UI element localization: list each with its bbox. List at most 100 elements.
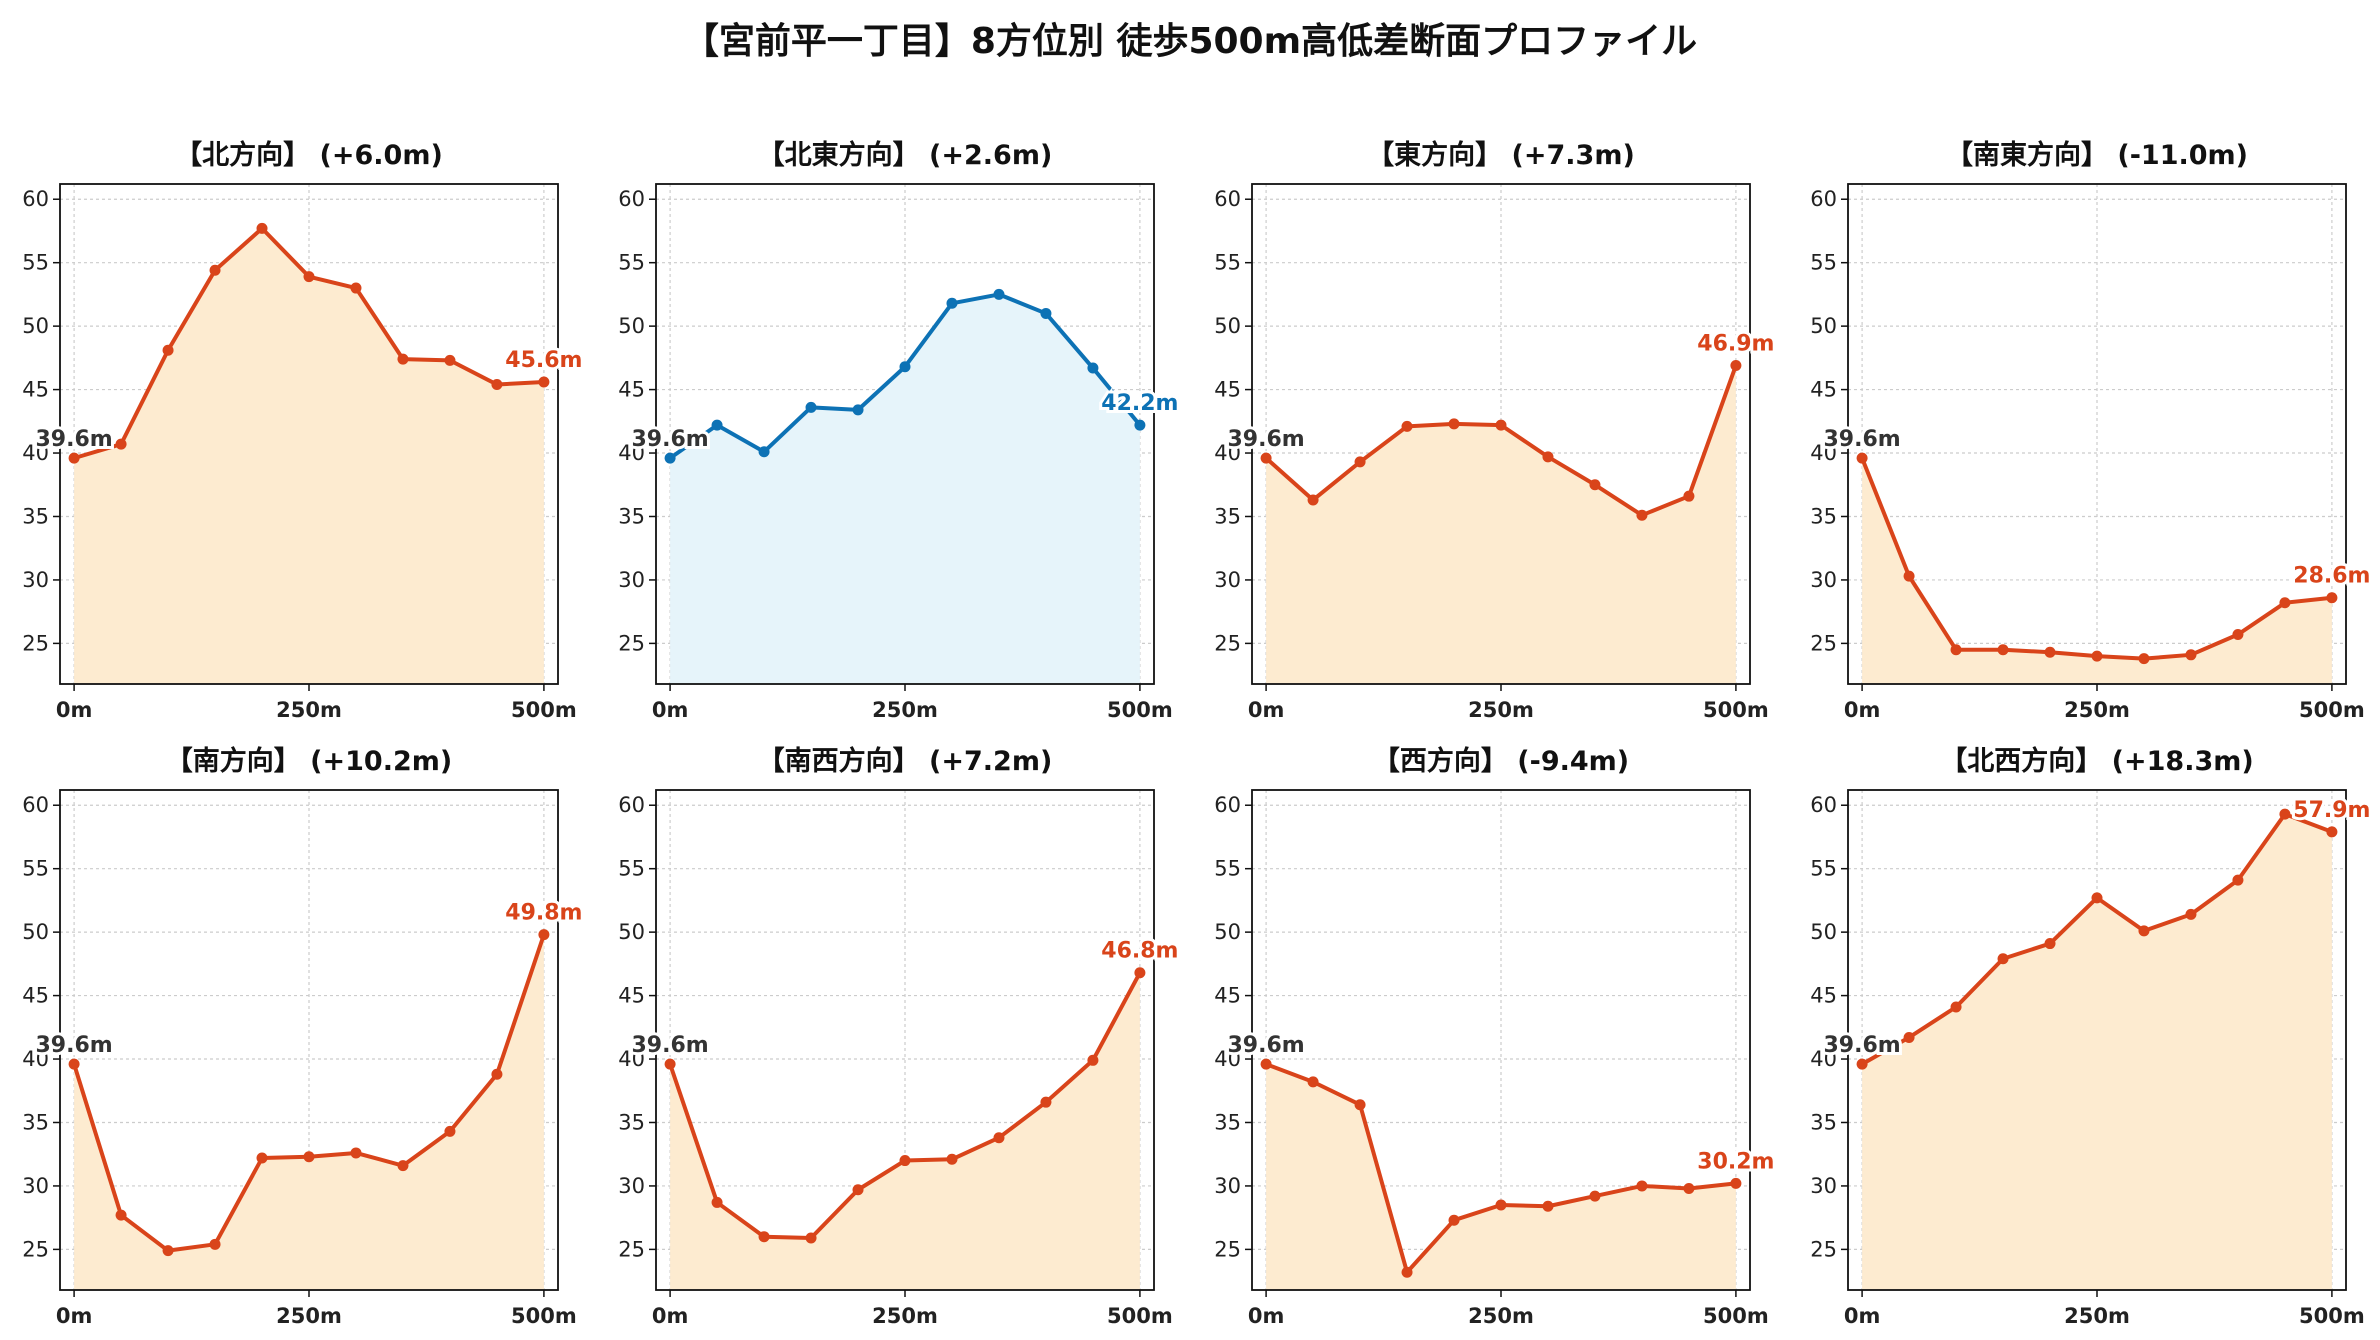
elevation-point <box>1683 490 1695 502</box>
elevation-point <box>805 401 817 413</box>
y-tick-label: 40 <box>22 1047 49 1071</box>
y-tick-label: 40 <box>1214 441 1241 465</box>
elevation-point <box>209 264 221 276</box>
elevation-point <box>256 222 268 234</box>
elevation-point <box>993 288 1005 300</box>
elevation-point <box>711 419 723 431</box>
elevation-point <box>1903 1031 1915 1043</box>
elevation-point <box>1856 452 1868 464</box>
panel-title: 【南方向】 (+10.2m) <box>166 745 452 777</box>
y-tick-label: 55 <box>22 251 49 275</box>
y-tick-label: 45 <box>1810 378 1837 402</box>
x-tick-label: 500m <box>2299 698 2365 722</box>
elevation-point <box>852 1184 864 1196</box>
y-tick-label: 60 <box>1810 187 1837 211</box>
elevation-point <box>444 1125 456 1137</box>
x-tick-label: 250m <box>276 698 342 722</box>
elevation-point <box>1260 452 1272 464</box>
elevation-point <box>397 353 409 365</box>
elevation-point <box>1087 1054 1099 1066</box>
elevation-area <box>670 294 1140 684</box>
y-tick-label: 45 <box>1810 984 1837 1008</box>
elevation-point <box>805 1232 817 1244</box>
elevation-point <box>1307 1076 1319 1088</box>
y-tick-label: 60 <box>618 793 645 817</box>
elevation-point <box>68 1058 80 1070</box>
y-tick-label: 60 <box>1214 793 1241 817</box>
end-elevation-label: 42.2m <box>1101 391 1178 416</box>
elevation-point <box>758 446 770 458</box>
y-tick-label: 30 <box>618 1174 645 1198</box>
elevation-point <box>209 1238 221 1250</box>
elevation-point <box>2326 592 2338 604</box>
x-tick-label: 250m <box>1468 1304 1534 1328</box>
y-tick-label: 50 <box>1214 920 1241 944</box>
elevation-point <box>350 282 362 294</box>
elevation-point <box>2091 650 2103 662</box>
y-tick-label: 40 <box>618 441 645 465</box>
start-elevation-label: 39.6m <box>35 427 112 452</box>
panel-title: 【北西方向】 (+18.3m) <box>1940 745 2253 777</box>
panel-title: 【北方向】 (+6.0m) <box>175 139 443 171</box>
y-tick-label: 25 <box>1214 631 1241 655</box>
elevation-point <box>303 271 315 283</box>
profile-panel: 【南東方向】 (-11.0m) 25 30 35 40 45 50 55 60 0m 250m 500… <box>1810 139 2373 722</box>
y-tick-label: 30 <box>618 568 645 592</box>
start-elevation-label: 39.6m <box>631 427 708 452</box>
y-tick-label: 50 <box>618 314 645 338</box>
end-elevation-label: 30.2m <box>1697 1149 1774 1174</box>
start-elevation-label: 39.6m <box>1227 1033 1304 1058</box>
end-elevation-label: 49.8m <box>505 901 582 926</box>
x-tick-label: 250m <box>2064 698 2130 722</box>
y-tick-label: 35 <box>618 504 645 528</box>
y-tick-label: 55 <box>22 857 49 881</box>
elevation-area <box>74 228 544 684</box>
start-elevation-label: 39.6m <box>631 1033 708 1058</box>
elevation-point <box>1542 451 1554 463</box>
elevation-point <box>946 297 958 309</box>
y-tick-label: 30 <box>22 568 49 592</box>
x-tick-label: 500m <box>511 1304 577 1328</box>
x-tick-label: 0m <box>1844 1304 1881 1328</box>
profile-panel: 【南西方向】 (+7.2m) 25 30 35 40 45 50 55 60 0m 250m 500m… <box>618 745 1181 1328</box>
elevation-point <box>1495 1199 1507 1211</box>
panel-title: 【北東方向】 (+2.6m) <box>758 139 1053 171</box>
elevation-point <box>1903 570 1915 582</box>
elevation-point <box>2232 874 2244 886</box>
elevation-point <box>1448 418 1460 430</box>
x-tick-label: 250m <box>276 1304 342 1328</box>
y-tick-label: 25 <box>22 631 49 655</box>
end-elevation-label: 45.6m <box>505 348 582 373</box>
y-tick-label: 45 <box>22 378 49 402</box>
elevation-area <box>670 972 1140 1290</box>
y-tick-label: 30 <box>1214 1174 1241 1198</box>
profile-panel: 【南方向】 (+10.2m) 25 30 35 40 45 50 55 60 0m 250m 500m… <box>22 745 585 1328</box>
y-tick-label: 45 <box>1214 378 1241 402</box>
y-tick-label: 50 <box>1810 314 1837 338</box>
y-tick-label: 55 <box>1214 251 1241 275</box>
elevation-point <box>1589 1190 1601 1202</box>
elevation-point <box>899 361 911 373</box>
elevation-point <box>1636 1180 1648 1192</box>
x-tick-label: 0m <box>652 698 689 722</box>
y-tick-label: 25 <box>618 1237 645 1261</box>
y-tick-label: 25 <box>1810 631 1837 655</box>
elevation-point <box>256 1152 268 1164</box>
elevation-point <box>1730 359 1742 371</box>
elevation-area <box>1862 458 2332 684</box>
elevation-point <box>2326 826 2338 838</box>
profile-panel: 【北方向】 (+6.0m) 25 30 35 40 45 50 55 60 0m 250m 500m 3… <box>22 139 585 722</box>
elevation-point <box>1307 494 1319 506</box>
elevation-point <box>2232 629 2244 641</box>
elevation-point <box>162 344 174 356</box>
x-tick-label: 250m <box>1468 698 1534 722</box>
y-tick-label: 35 <box>1810 1110 1837 1134</box>
y-tick-label: 45 <box>618 378 645 402</box>
x-tick-label: 500m <box>511 698 577 722</box>
y-tick-label: 35 <box>22 1110 49 1134</box>
elevation-point <box>946 1153 958 1165</box>
end-elevation-label: 28.6m <box>2293 564 2370 589</box>
y-tick-label: 25 <box>1810 1237 1837 1261</box>
elevation-point <box>1950 644 1962 656</box>
elevation-area <box>1862 814 2332 1290</box>
